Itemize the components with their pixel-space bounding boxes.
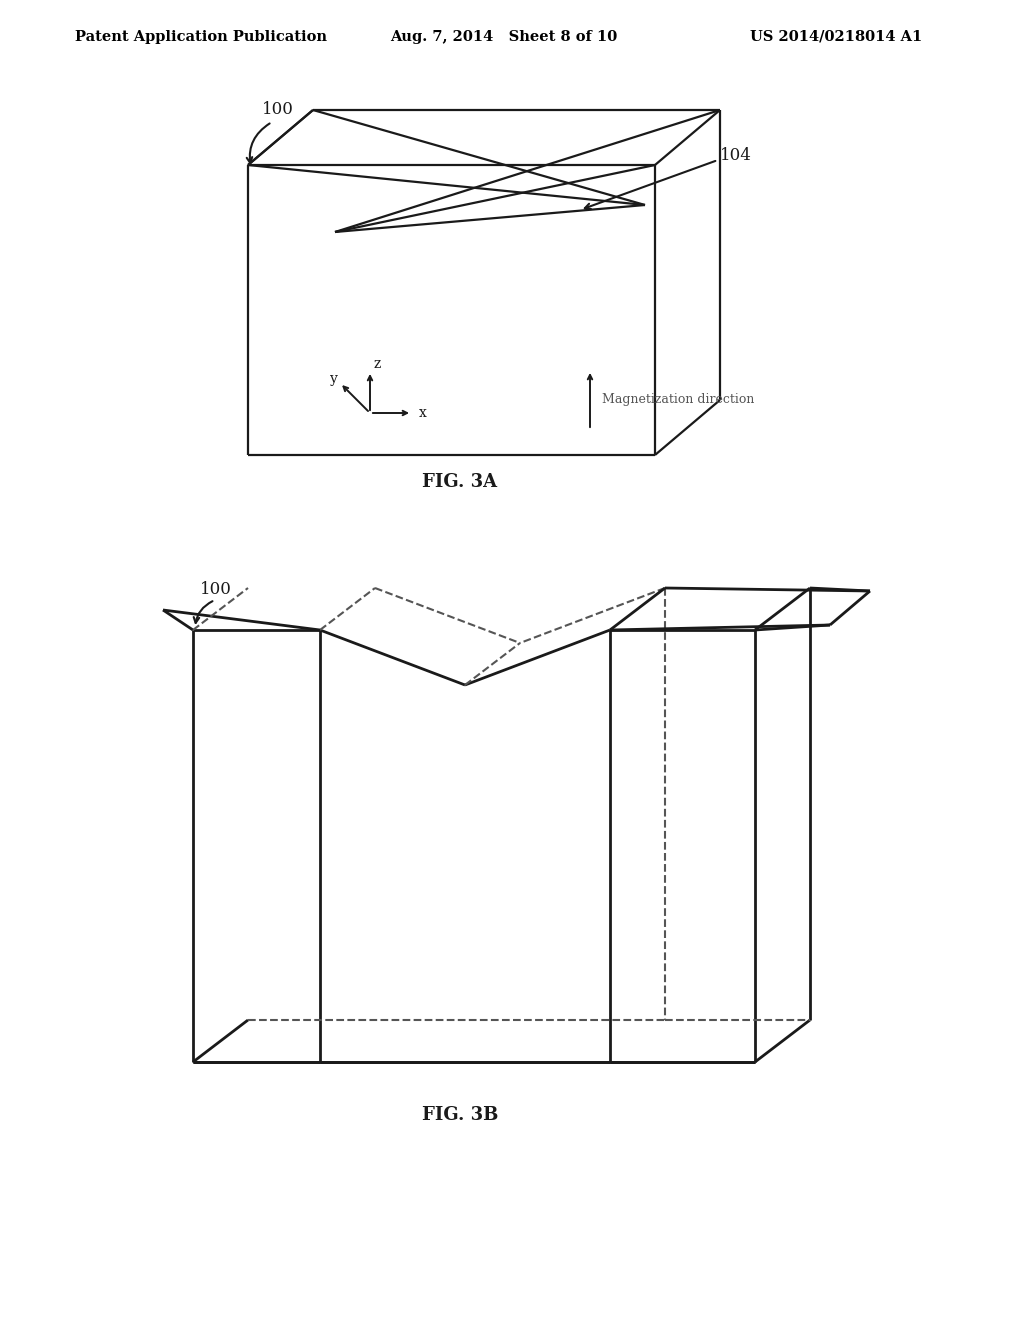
Text: 100: 100 <box>200 582 231 598</box>
Text: Magnetization direction: Magnetization direction <box>602 393 755 407</box>
Text: z: z <box>374 356 381 371</box>
Text: US 2014/0218014 A1: US 2014/0218014 A1 <box>750 30 923 44</box>
Text: 100: 100 <box>262 102 294 119</box>
Text: FIG. 3A: FIG. 3A <box>423 473 498 491</box>
Text: y: y <box>330 372 338 385</box>
Text: Patent Application Publication: Patent Application Publication <box>75 30 327 44</box>
Text: FIG. 3B: FIG. 3B <box>422 1106 499 1125</box>
Text: x: x <box>419 407 427 420</box>
Text: Aug. 7, 2014   Sheet 8 of 10: Aug. 7, 2014 Sheet 8 of 10 <box>390 30 617 44</box>
Text: 104: 104 <box>720 147 752 164</box>
